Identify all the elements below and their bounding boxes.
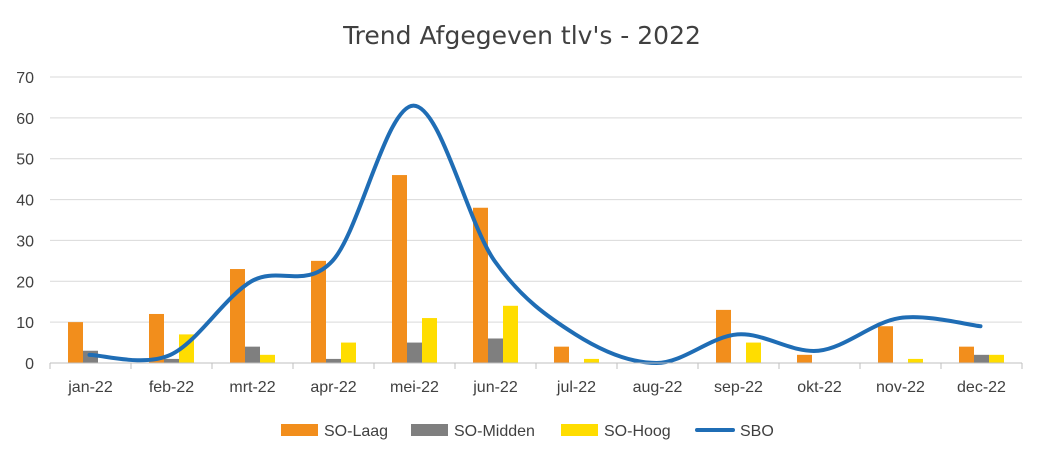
bars xyxy=(68,175,1004,363)
bar-so-hoog xyxy=(584,358,599,363)
bar-so-midden xyxy=(407,342,422,363)
legend-label-so-hoog: SO-Hoog xyxy=(604,423,671,440)
bar-so-laag xyxy=(554,346,569,363)
bar-so-hoog xyxy=(908,358,923,363)
y-tick-label: 40 xyxy=(16,193,34,210)
bar-so-hoog xyxy=(341,342,356,363)
bar-so-hoog xyxy=(260,354,275,363)
bar-so-laag xyxy=(230,269,245,363)
sbo-line xyxy=(87,103,983,365)
bar-so-laag xyxy=(149,313,164,363)
bar-so-hoog xyxy=(503,305,518,363)
x-tick-label: apr-22 xyxy=(310,379,356,396)
x-tick-label: jul-22 xyxy=(556,379,596,396)
y-tick-label: 70 xyxy=(16,70,34,87)
x-tick-label: nov-22 xyxy=(876,379,925,396)
x-tick-label: okt-22 xyxy=(797,379,842,396)
y-tick-label: 30 xyxy=(16,233,34,250)
x-tick-label: jun-22 xyxy=(472,379,518,396)
y-axis: 0 10 20 30 40 50 60 70 xyxy=(16,70,34,373)
x-tick-label: feb-22 xyxy=(149,379,194,396)
bar-so-laag xyxy=(311,260,326,363)
legend-swatch-so-laag xyxy=(281,424,318,436)
bar-so-hoog xyxy=(422,318,437,363)
bar-so-midden xyxy=(974,354,989,363)
bar-so-laag xyxy=(797,354,812,363)
x-tick-label: aug-22 xyxy=(633,379,683,396)
x-axis: jan-22 feb-22 mrt-22 apr-22 mei-22 jun-22 jul-… xyxy=(49,362,1023,396)
legend-swatch-so-midden xyxy=(411,424,448,436)
bar-so-laag xyxy=(68,322,83,363)
bar-so-midden xyxy=(164,358,179,363)
y-tick-label: 0 xyxy=(25,356,34,373)
x-tick-label: dec-22 xyxy=(957,379,1006,396)
bar-so-midden xyxy=(488,338,503,363)
bar-so-laag xyxy=(878,326,893,363)
gridlines xyxy=(50,76,1022,323)
x-tick-label: sep-22 xyxy=(714,379,763,396)
line-sbo xyxy=(87,103,983,365)
chart-title: Trend Afgegeven tlv's - 2022 xyxy=(342,21,701,50)
bar-so-hoog xyxy=(989,354,1004,363)
bar-so-midden xyxy=(326,358,341,363)
legend-label-so-midden: SO-Midden xyxy=(454,423,535,440)
bar-so-laag xyxy=(959,346,974,363)
legend-swatch-so-hoog xyxy=(561,424,598,436)
y-tick-label: 60 xyxy=(16,111,34,128)
y-tick-label: 10 xyxy=(16,315,34,332)
x-tick-label: jan-22 xyxy=(67,379,113,396)
y-tick-label: 50 xyxy=(16,152,34,169)
legend: SO-Laag SO-Midden SO-Hoog SBO xyxy=(281,423,774,440)
y-tick-label: 20 xyxy=(16,274,34,291)
legend-label-sbo: SBO xyxy=(740,423,774,440)
bar-so-hoog xyxy=(746,342,761,363)
bar-so-laag xyxy=(392,175,407,363)
bar-so-midden xyxy=(245,346,260,363)
legend-label-so-laag: SO-Laag xyxy=(324,423,388,440)
x-tick-label: mei-22 xyxy=(390,379,439,396)
x-tick-label: mrt-22 xyxy=(229,379,275,396)
